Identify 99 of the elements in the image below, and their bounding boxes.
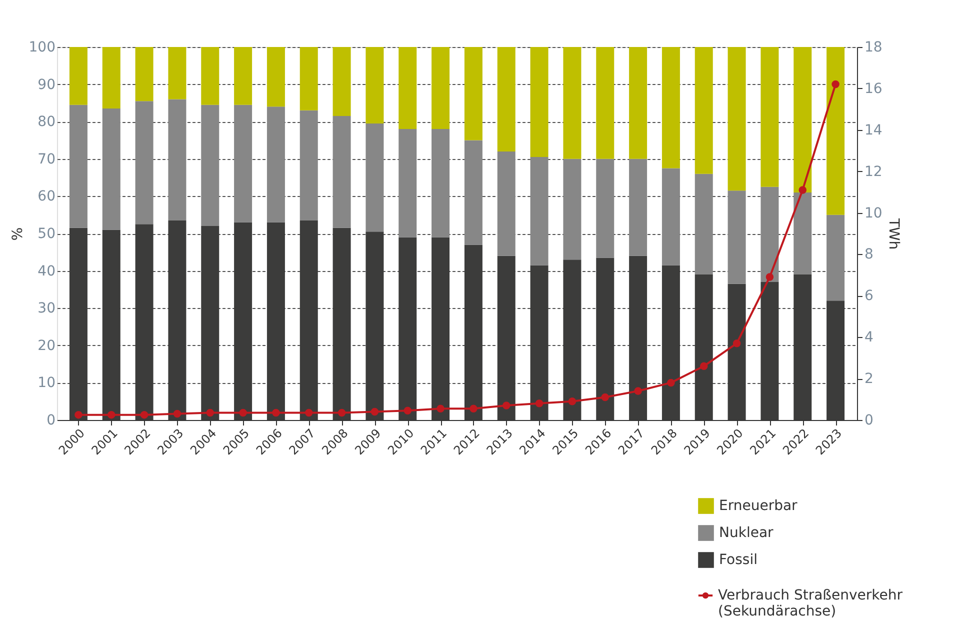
point — [601, 393, 609, 402]
bar — [596, 47, 614, 159]
legend-label: Fossil — [719, 552, 758, 568]
y-tick-label: 60 — [38, 188, 56, 205]
bar — [366, 47, 384, 124]
point — [798, 186, 806, 194]
bar — [629, 47, 648, 159]
point — [732, 339, 741, 348]
bar — [69, 47, 88, 105]
y2-tick-label: 2 — [864, 371, 874, 388]
bar — [662, 168, 680, 266]
point — [404, 406, 412, 415]
bar — [760, 47, 779, 187]
y-tick-label: 10 — [38, 375, 56, 392]
point — [535, 400, 544, 408]
y2-tick-label: 12 — [864, 164, 882, 180]
point — [634, 387, 642, 395]
bar — [201, 47, 220, 105]
point — [108, 410, 116, 419]
bar — [464, 140, 482, 245]
bar — [826, 214, 845, 301]
legend-label: Nuklear — [719, 525, 774, 541]
bar — [168, 47, 186, 100]
bar — [760, 186, 779, 282]
bar — [398, 47, 417, 130]
point — [239, 408, 247, 417]
point — [305, 408, 313, 417]
y-tick-label: 50 — [38, 226, 56, 242]
bar — [563, 47, 582, 159]
bar — [794, 192, 812, 275]
bar — [102, 108, 120, 230]
point — [173, 410, 182, 418]
bar — [201, 104, 220, 226]
y-tick-label: 100 — [28, 40, 56, 56]
bar — [332, 47, 351, 116]
point — [502, 402, 510, 410]
point — [568, 397, 576, 406]
y-tick-label: 90 — [38, 76, 56, 93]
bar — [497, 47, 516, 152]
point — [74, 410, 82, 419]
bar — [728, 47, 746, 191]
bar — [234, 47, 252, 105]
point — [370, 408, 379, 416]
bar — [432, 129, 450, 238]
legend-label: Verbrauch Straßenverkehr (Sekundärachse) — [718, 588, 903, 618]
point — [766, 273, 774, 281]
point — [667, 378, 675, 387]
bar — [366, 123, 384, 232]
y-tick-label: 40 — [38, 263, 56, 280]
bar — [794, 47, 812, 192]
bar — [530, 157, 548, 266]
y-tick-label: 30 — [38, 300, 56, 317]
y-tick-label: 80 — [38, 114, 56, 130]
point — [338, 408, 346, 417]
bar — [596, 158, 614, 258]
bar — [497, 151, 516, 256]
bar — [135, 101, 154, 224]
y2-tick-label: 0 — [864, 412, 874, 428]
y-axis-title: % — [10, 227, 26, 241]
bar — [662, 47, 680, 168]
y2-tick-label: 10 — [864, 205, 882, 222]
point — [140, 410, 148, 419]
y2-tick-label: 8 — [864, 246, 874, 263]
bar — [694, 174, 713, 275]
bar — [694, 47, 713, 174]
point — [206, 408, 214, 417]
bar — [563, 158, 582, 260]
point — [700, 362, 708, 370]
bar — [432, 47, 450, 130]
bar — [826, 47, 845, 215]
y2-tick-label: 16 — [864, 80, 882, 97]
y-tick-label: 0 — [46, 412, 56, 428]
bar — [728, 190, 746, 284]
point — [436, 404, 444, 412]
y2-tick-label: 4 — [864, 330, 874, 346]
bar — [266, 47, 285, 107]
bar — [234, 104, 252, 222]
y2-tick-label: 6 — [864, 288, 874, 304]
point — [832, 80, 840, 88]
bar — [530, 47, 548, 158]
bar — [464, 47, 482, 140]
bar — [332, 116, 351, 228]
bar — [69, 104, 88, 228]
y2-tick-label: 18 — [864, 40, 882, 56]
legend-label: Erneuerbar — [719, 498, 798, 514]
bar — [266, 106, 285, 222]
y2-axis-title: TWh — [885, 217, 902, 250]
y-tick-label: 70 — [38, 151, 56, 168]
bar — [135, 47, 154, 102]
bar — [168, 99, 186, 220]
bar — [102, 47, 120, 109]
y-tick-label: 20 — [38, 338, 56, 354]
point — [272, 408, 280, 417]
point — [470, 404, 478, 412]
y2-tick-label: 14 — [864, 122, 882, 138]
bar — [629, 158, 648, 256]
bar — [398, 129, 417, 238]
bar — [300, 110, 318, 220]
bar — [300, 47, 318, 110]
